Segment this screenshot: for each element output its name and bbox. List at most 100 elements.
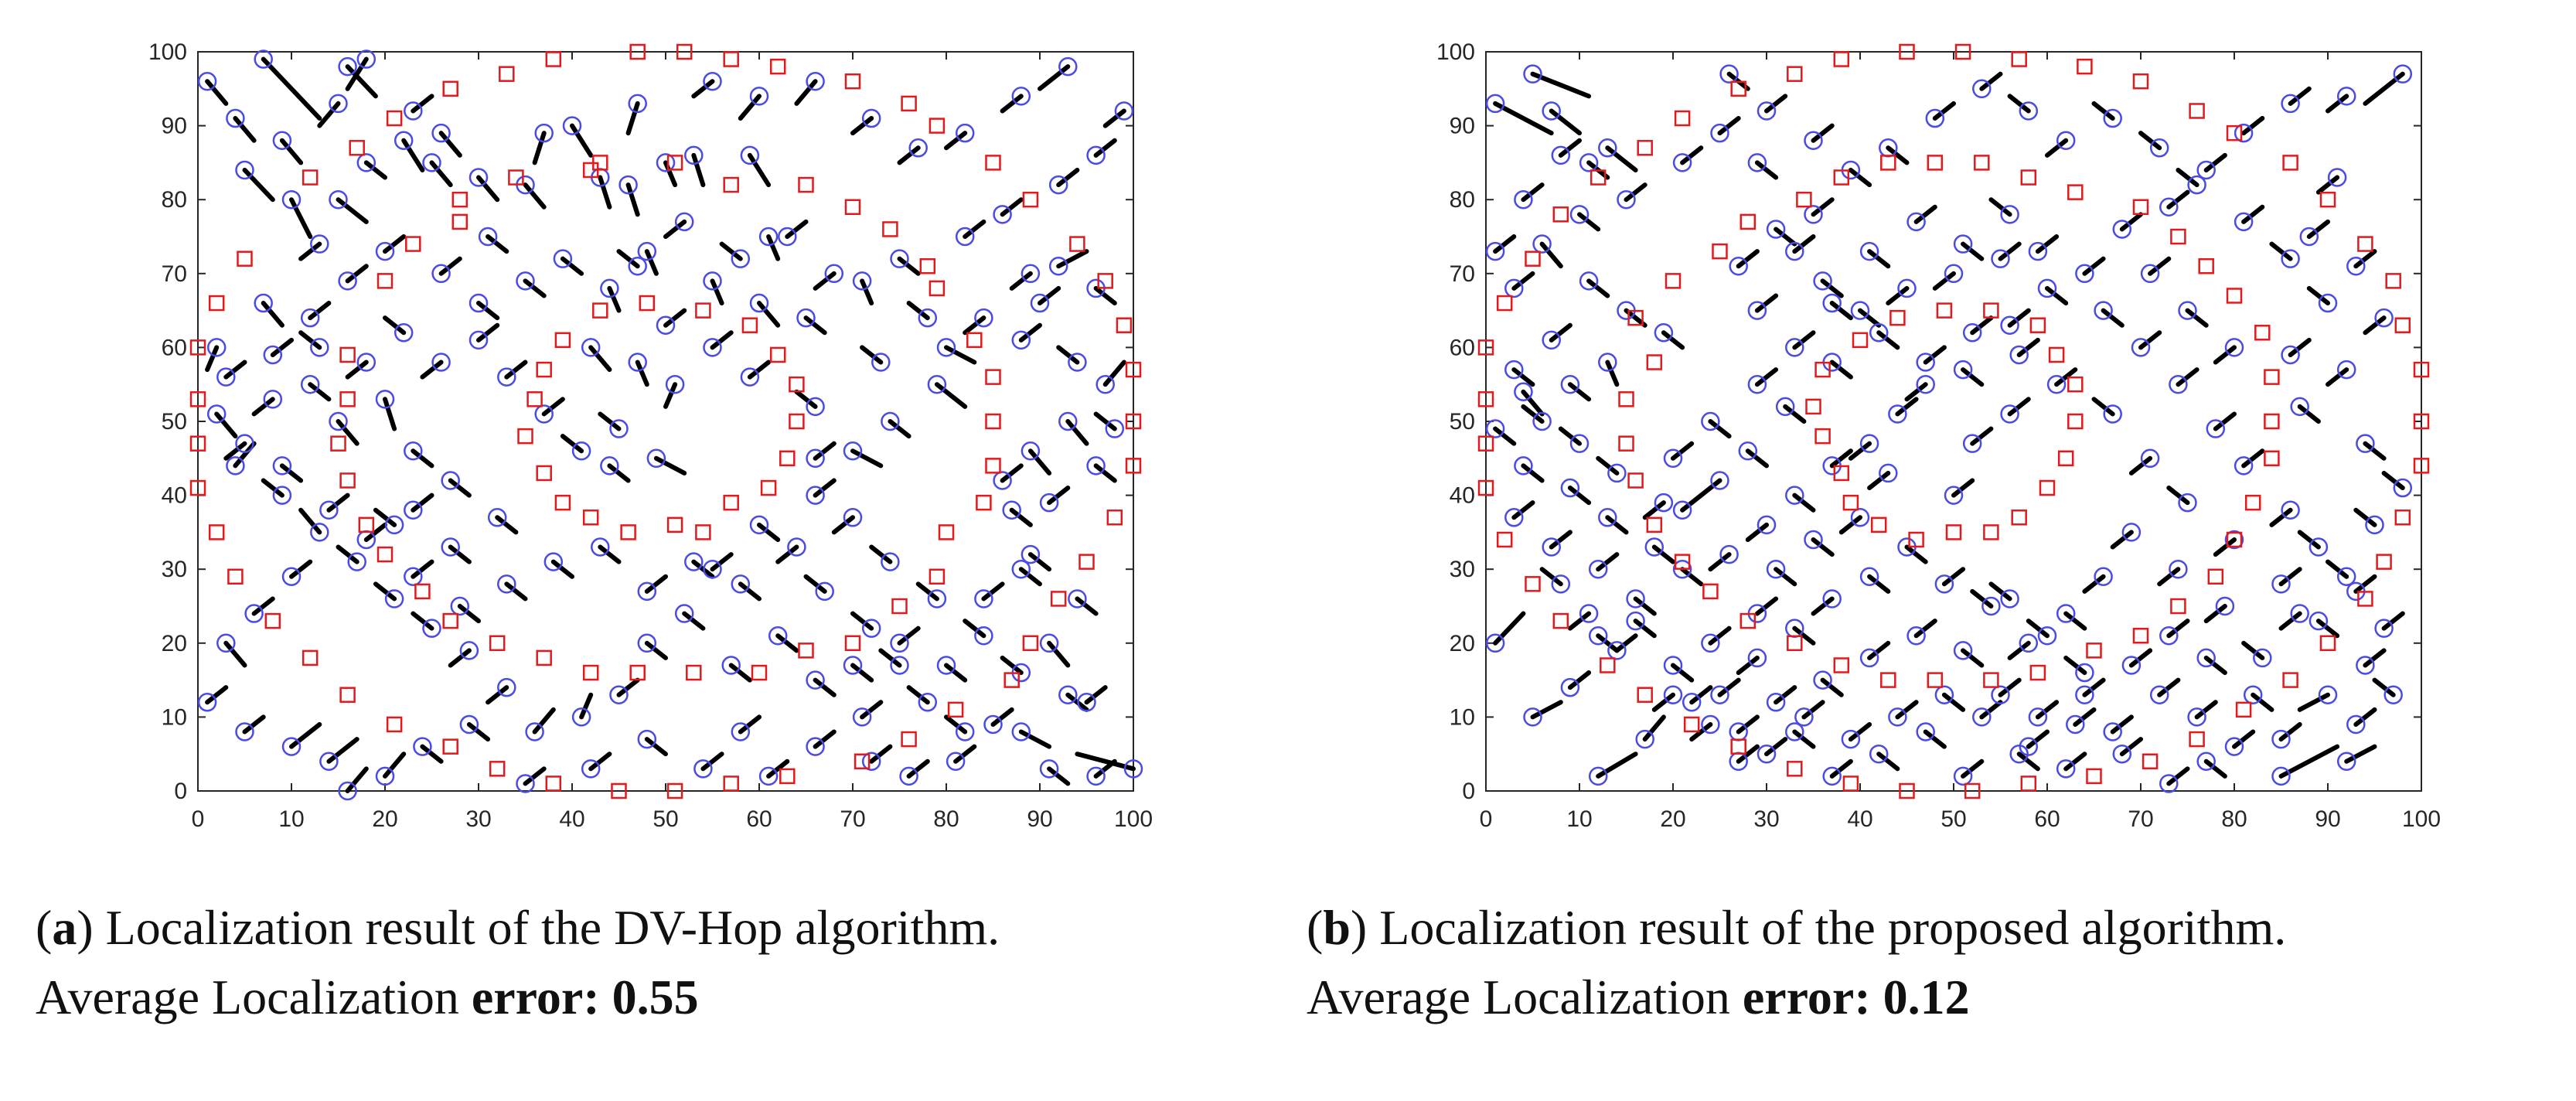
unknown-node-marker — [881, 411, 900, 431]
unknown-node-marker — [1598, 353, 1617, 372]
unknown-node-marker — [600, 278, 619, 298]
anchor-node-marker — [339, 391, 356, 407]
error-line — [1511, 367, 1535, 387]
error-line — [2138, 330, 2162, 350]
unknown-node-marker — [206, 338, 227, 357]
anchor-node-marker — [1125, 361, 1142, 378]
error-line — [205, 685, 229, 705]
anchor-node-marker — [1097, 273, 1113, 289]
unknown-node-marker — [1701, 411, 1720, 431]
error-line — [486, 685, 509, 705]
unknown-node-marker — [1485, 241, 1505, 261]
error-line — [2082, 677, 2106, 697]
anchor-node-marker — [2385, 273, 2401, 289]
anchor-node-marker — [526, 391, 543, 407]
error-line — [2194, 700, 2218, 720]
y-tick-label: 20 — [162, 631, 187, 656]
unknown-node-marker — [656, 315, 676, 335]
error-line — [2288, 337, 2312, 357]
error-line — [963, 315, 986, 336]
unknown-node-marker — [1822, 293, 1842, 313]
unknown-node-marker — [1757, 744, 1777, 764]
unknown-node-marker — [1804, 205, 1823, 224]
unknown-node-marker — [310, 523, 329, 542]
error-line — [1792, 625, 1816, 646]
error-line — [532, 131, 547, 165]
error-line — [570, 123, 594, 158]
anchor-node-marker — [695, 302, 711, 319]
error-line — [579, 692, 594, 720]
unknown-node-marker — [955, 722, 975, 741]
error-line — [2306, 285, 2330, 306]
error-line — [1923, 345, 1947, 365]
y-tick-label: 90 — [1450, 114, 1475, 139]
error-line — [2315, 175, 2340, 195]
unknown-node-marker — [899, 766, 918, 786]
unknown-node-marker — [1626, 589, 1645, 608]
error-line — [1493, 611, 1526, 646]
unknown-node-marker — [1011, 722, 1031, 741]
unknown-node-marker — [2206, 419, 2226, 438]
unknown-node-marker — [1944, 486, 1964, 505]
error-line — [560, 434, 584, 454]
error-line — [1084, 685, 1108, 705]
unknown-node-marker — [2000, 404, 2019, 424]
anchor-node-marker — [1730, 80, 1746, 97]
unknown-node-marker — [1514, 382, 1533, 402]
unknown-node-marker — [1504, 278, 1524, 298]
unknown-node-marker — [1551, 574, 1571, 594]
error-line — [1792, 729, 1816, 749]
error-line — [1018, 322, 1042, 343]
error-line — [1708, 552, 1732, 572]
error-line — [1093, 411, 1117, 431]
error-line — [1699, 478, 1722, 498]
error-line — [1867, 640, 1891, 660]
y-tick-label: 50 — [1450, 409, 1475, 435]
error-line — [242, 167, 275, 203]
error-line — [1829, 360, 1853, 380]
unknown-node-marker — [684, 552, 704, 571]
error-line — [1671, 663, 1695, 683]
anchor-node-marker — [966, 332, 983, 349]
error-line — [588, 752, 612, 772]
unknown-node-marker — [609, 685, 629, 704]
error-line — [2007, 640, 2031, 660]
error-line — [2363, 315, 2387, 336]
error-line — [1904, 544, 1928, 564]
unknown-node-marker — [1086, 145, 1106, 165]
error-line — [523, 766, 547, 786]
error-line — [1065, 419, 1089, 446]
error-line — [205, 79, 229, 106]
error-line — [1895, 700, 1919, 720]
anchor-node-marker — [666, 782, 683, 799]
error-line — [1493, 234, 1517, 254]
y-tick-label: 70 — [1450, 261, 1475, 287]
error-line — [411, 448, 434, 469]
unknown-node-marker — [1747, 374, 1767, 394]
error-line — [1651, 544, 1675, 564]
error-line — [785, 219, 809, 239]
anchor-node-marker — [2282, 155, 2298, 171]
anchor-node-marker — [442, 612, 458, 629]
unknown-node-marker — [2131, 338, 2151, 357]
unknown-node-marker — [497, 367, 516, 387]
anchor-node-marker — [2235, 701, 2252, 718]
error-line — [2297, 530, 2321, 550]
error-line — [803, 315, 827, 336]
unknown-node-marker — [2028, 241, 2048, 261]
error-line — [1979, 700, 2003, 720]
unknown-node-marker — [2149, 138, 2169, 158]
anchor-node-marker — [2413, 361, 2430, 378]
unknown-node-marker — [2224, 338, 2244, 357]
unknown-node-marker — [1654, 323, 1674, 343]
error-line — [2026, 619, 2050, 639]
anchor-node-marker — [536, 649, 552, 666]
error-line — [2278, 567, 2302, 587]
error-line — [504, 581, 528, 602]
anchor-node-marker — [1889, 309, 1906, 326]
unknown-node-marker — [796, 308, 816, 328]
error-line — [794, 389, 818, 409]
error-line — [1848, 441, 1872, 461]
error-line — [308, 301, 332, 321]
error-line — [1829, 758, 1853, 779]
